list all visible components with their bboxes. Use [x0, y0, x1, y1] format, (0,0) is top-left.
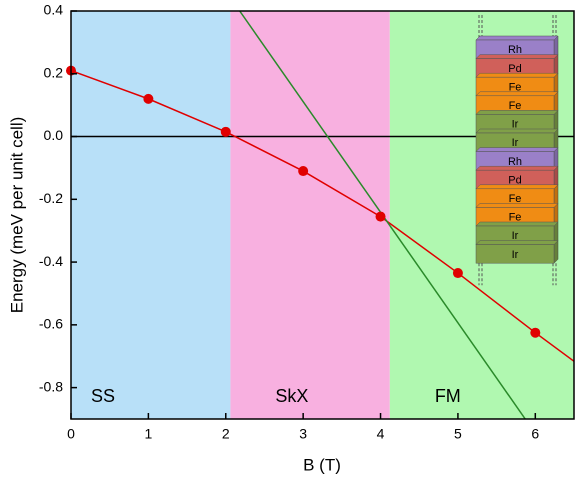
layer-top — [476, 148, 558, 152]
layer-top — [476, 129, 558, 133]
y-tick-label: 0.0 — [44, 127, 64, 143]
layer-top — [476, 92, 558, 96]
y-tick-label: -0.2 — [39, 190, 63, 206]
y-tick-label: 0.4 — [44, 2, 64, 18]
layer-top — [476, 55, 558, 59]
layer-top — [476, 222, 558, 226]
region — [230, 11, 389, 419]
y-tick-label: -0.4 — [39, 253, 63, 269]
x-tick-label: 3 — [299, 426, 307, 442]
point — [221, 127, 231, 137]
point — [453, 268, 463, 278]
y-tick-label: -0.8 — [39, 378, 63, 394]
point — [298, 166, 308, 176]
y-tick-label: -0.6 — [39, 316, 63, 332]
point — [376, 212, 386, 222]
y-tick-label: 0.2 — [44, 64, 64, 80]
point — [530, 328, 540, 338]
region-label: FM — [435, 386, 461, 406]
y-axis-label: Energy (meV per unit cell) — [7, 117, 26, 314]
x-tick-label: 6 — [531, 426, 539, 442]
layer-top — [476, 166, 558, 170]
x-tick-label: 0 — [67, 426, 75, 442]
layer-top — [476, 203, 558, 207]
layer-label: Ir — [512, 249, 519, 261]
region-label: SkX — [275, 386, 308, 406]
point — [143, 94, 153, 104]
layer-top — [476, 185, 558, 189]
x-tick-label: 1 — [144, 426, 152, 442]
x-tick-label: 4 — [377, 426, 385, 442]
x-axis-label: B (T) — [303, 455, 341, 474]
region — [71, 11, 230, 419]
layer-top — [476, 110, 558, 114]
region-label: SS — [91, 386, 115, 406]
x-tick-label: 5 — [454, 426, 462, 442]
chart: Energy (meV per unit cell) B (T) SS SkX FM… — [0, 0, 575, 477]
layer-top — [476, 241, 558, 245]
layer-top — [476, 36, 558, 40]
layer-top — [476, 73, 558, 77]
x-tick-label: 2 — [222, 426, 230, 442]
